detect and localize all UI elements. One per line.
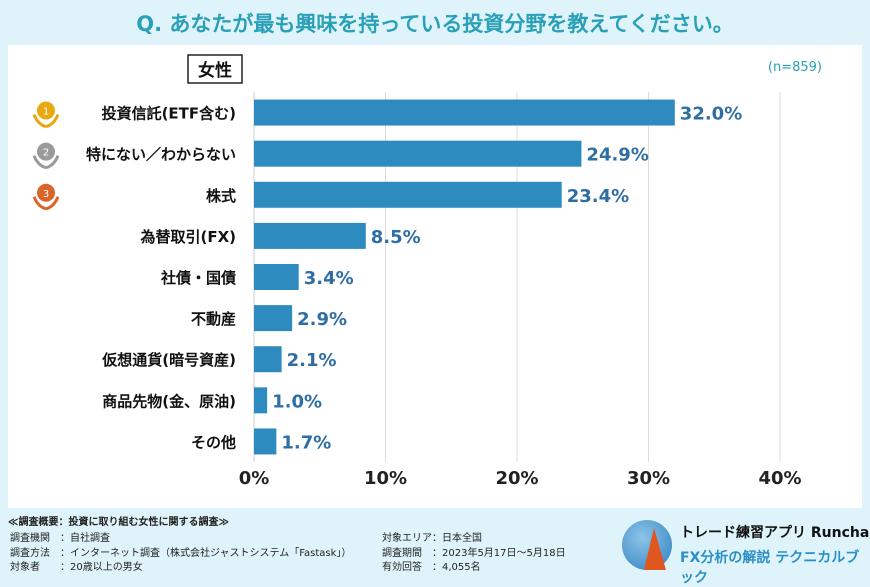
- footer-left-0: 調査機関 ：自社調査: [10, 533, 110, 544]
- sample-size: (n=859): [768, 60, 822, 75]
- medal-icon: [37, 142, 55, 161]
- bar: [254, 140, 582, 167]
- value-label: 1.0%: [272, 391, 322, 412]
- segment-box: [187, 54, 243, 84]
- category-label: 仮想通貨(暗号資産): [101, 351, 236, 369]
- footer-right-2: 有効回答 ：4,055名: [382, 562, 481, 573]
- bar: [254, 387, 268, 414]
- brand-tagline: FX分析の解説 テクニカルブック: [680, 550, 860, 586]
- laurel-icon: [32, 155, 60, 170]
- value-label: 2.9%: [297, 309, 347, 330]
- category-label: 為替取引(FX): [139, 228, 236, 246]
- laurel-icon: [32, 113, 60, 129]
- medal-icon: [37, 101, 55, 120]
- bar: [254, 99, 675, 126]
- chart-title: Q. あなたが最も興味を持っている投資分野を教えてください。: [136, 12, 734, 36]
- value-label: 3.4%: [304, 268, 354, 289]
- footer-right-0: 対象エリア：日本全国: [382, 533, 482, 544]
- value-label: 8.5%: [371, 227, 421, 248]
- rank-badge: 2: [43, 148, 49, 159]
- footer-left-2: 対象者 ：20歳以上の男女: [10, 562, 143, 573]
- category-label: 商品先物(金、原油): [102, 392, 236, 410]
- brand-name: トレード練習アプリ Runcha: [680, 525, 870, 541]
- category-label: その他: [191, 433, 236, 451]
- bar: [254, 428, 277, 455]
- bar: [254, 222, 366, 249]
- footer-left-1: 調査方法 ：インターネット調査（株式会社ジャストシステム「Fastask」）: [10, 547, 352, 559]
- rank-badge: 3: [43, 189, 49, 200]
- x-tick-label: 40%: [758, 468, 801, 489]
- value-label: 23.4%: [567, 186, 629, 207]
- value-label: 32.0%: [680, 104, 742, 125]
- x-tick-label: 20%: [495, 468, 538, 489]
- value-label: 1.7%: [281, 432, 331, 453]
- footer-heading: ≪調査概要：投資に取り組む女性に関する調査≫: [8, 517, 229, 528]
- laurel-icon: [32, 196, 60, 211]
- x-tick-label: 10%: [364, 468, 407, 489]
- bar-chart: 0% 10% 20% 30% 40% 女性 (n=859) 32.0% 投資信託(ETF含む) 1…: [32, 54, 822, 489]
- value-label: 2.1%: [287, 350, 337, 371]
- medal-icon: [37, 183, 55, 202]
- segment-label: 女性: [198, 60, 232, 81]
- category-label: 株式: [206, 187, 236, 205]
- bar: [254, 305, 293, 332]
- footer-right-1: 調査期間 ：2023年5月17日～5月18日: [382, 547, 566, 559]
- category-label: 社債・国債: [160, 269, 236, 287]
- bar: [254, 346, 282, 373]
- runcha-logo-icon: [622, 520, 672, 570]
- rank-badge: 1: [43, 107, 49, 118]
- value-label: 24.9%: [586, 145, 648, 166]
- bar: [254, 264, 299, 290]
- bar: [254, 181, 562, 208]
- x-tick-label: 30%: [627, 468, 670, 489]
- category-label: 不動産: [191, 310, 236, 328]
- category-label: 投資信託(ETF含む): [102, 105, 236, 123]
- x-tick-label: 0%: [239, 468, 270, 489]
- category-label: 特にない／わからない: [86, 146, 236, 164]
